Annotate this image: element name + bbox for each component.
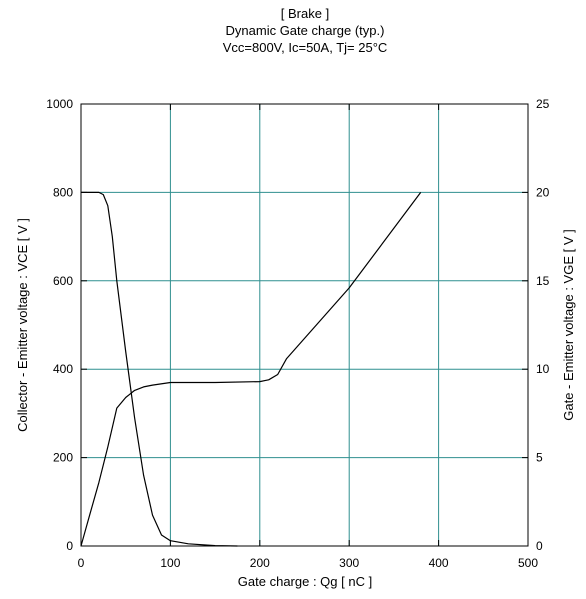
y-tick-label-right: 10 — [536, 362, 550, 376]
y-tick-label-right: 15 — [536, 274, 550, 288]
grid-lines — [81, 104, 528, 546]
y-tick-label-right: 0 — [536, 539, 543, 553]
y-tick-label-left: 800 — [53, 185, 73, 199]
x-tick-label: 0 — [78, 556, 85, 570]
x-tick-label: 200 — [250, 556, 270, 570]
axis-ticks: 0 100 200 300 400 500 0 200 400 600 800 1000 0 5 10 15 2… — [46, 97, 549, 570]
series-lines — [80, 191, 422, 547]
x-tick-label: 500 — [518, 556, 538, 570]
y-tick-label-left: 0 — [66, 539, 73, 553]
x-tick-label: 300 — [339, 556, 359, 570]
y-tick-label-left: 1000 — [46, 97, 73, 111]
y-tick-label-right: 5 — [536, 451, 543, 465]
y-axis-label-left: Collector - Emitter voltage : VCE [ V ] — [15, 218, 30, 432]
x-tick-label: 400 — [429, 556, 449, 570]
vce-curve — [81, 191, 238, 547]
vge-curve — [80, 192, 422, 547]
y-axis-label-right: Gate - Emitter voltage : VGE [ V ] — [561, 229, 576, 420]
y-tick-label-right: 25 — [536, 97, 550, 111]
plot-frame — [80, 103, 529, 547]
chart-title-line-1: [ Brake ] — [281, 6, 329, 21]
y-tick-label-left: 400 — [53, 362, 73, 376]
x-tick-label: 100 — [160, 556, 180, 570]
chart-title-line-3: Vcc=800V, Ic=50A, Tj= 25°C — [223, 40, 388, 55]
y-tick-label-right: 20 — [536, 185, 550, 199]
chart-title-line-2: Dynamic Gate charge (typ.) — [226, 23, 385, 38]
y-tick-label-left: 600 — [53, 274, 73, 288]
y-tick-label-left: 200 — [53, 451, 73, 465]
x-axis-label: Gate charge : Qg [ nC ] — [238, 574, 372, 589]
